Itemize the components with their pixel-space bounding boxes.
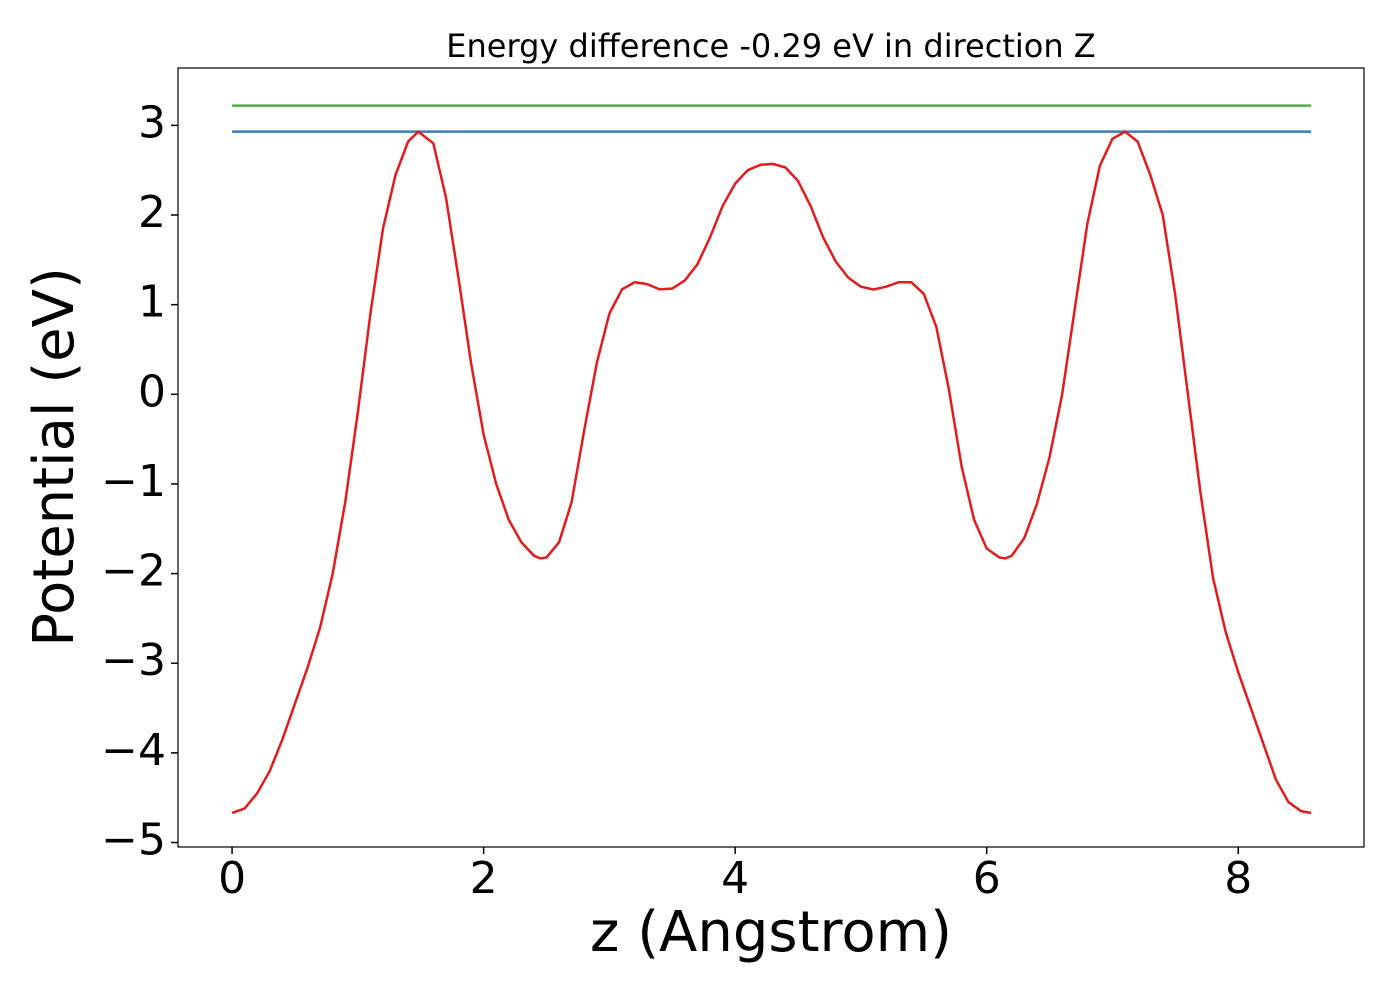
x-tick-label: 6 <box>973 853 1001 904</box>
y-tick-label: 3 <box>138 97 166 148</box>
x-tick-label: 0 <box>218 853 246 904</box>
x-tick-label: 4 <box>721 853 749 904</box>
y-tick-label: −1 <box>101 456 166 507</box>
x-tick-label: 8 <box>1224 853 1252 904</box>
y-tick-label: 1 <box>138 277 166 328</box>
y-tick-label: −3 <box>101 635 166 686</box>
y-tick-label: 2 <box>138 187 166 238</box>
series-line <box>231 129 1312 815</box>
y-tick-label: −5 <box>101 815 166 866</box>
y-tick-label: −4 <box>101 725 166 776</box>
y-axis-label: Potential (eV) <box>22 267 87 647</box>
y-tick-label: 0 <box>138 366 166 417</box>
x-axis-label: z (Angstrom) <box>590 900 952 965</box>
chart-title: Energy difference -0.29 eV in direction … <box>446 27 1095 65</box>
y-tick-label: −2 <box>101 546 166 597</box>
x-tick-label: 2 <box>470 853 498 904</box>
plot-frame <box>177 67 1365 848</box>
